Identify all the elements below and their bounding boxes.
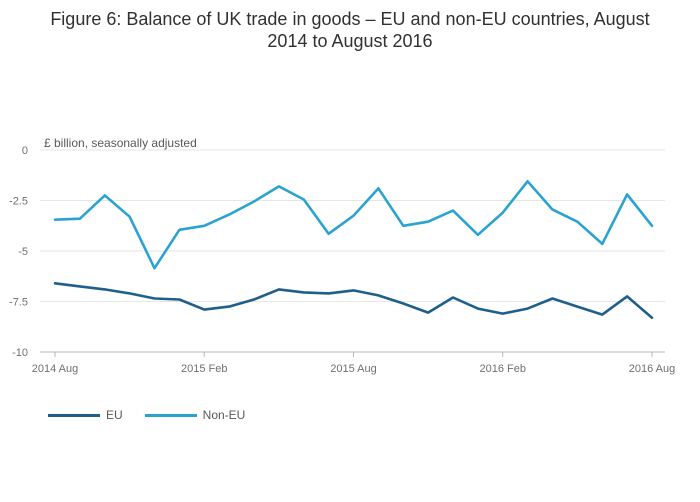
legend-item-eu[interactable]: EU [48,408,123,422]
y-tick-label: -10 [12,347,28,359]
x-tick-label: 2016 Aug [629,363,676,375]
legend-swatch-non-eu [144,413,197,417]
chart-title-line-2: 2014 to August 2016 [267,31,433,51]
legend-item-non-eu[interactable]: Non-EU [144,408,246,422]
x-tick-label: 2014 Aug [32,363,79,375]
axes: 0 -2.5 -5 -7.5 -10 2014 Aug 2015 Feb 2015 Aug 20… [9,145,675,375]
series-lines [53,180,654,319]
x-tick-label: 2015 Aug [330,363,377,375]
y-tick-label: 0 [22,145,28,157]
chart-title-line-1: Figure 6: Balance of UK trade in goods –… [50,9,650,29]
legend: EU Non-EU [48,408,245,422]
series-line-eu[interactable] [53,282,654,319]
y-tick-label: -5 [18,246,28,258]
x-tick-label: 2016 Feb [480,363,526,375]
y-tick-label: -7.5 [9,297,28,309]
chart-title: Figure 6: Balance of UK trade in goods –… [0,8,700,52]
legend-label-eu: EU [106,408,123,422]
series-line-non-eu[interactable] [53,180,654,270]
x-tick-label: 2015 Feb [181,363,227,375]
units-label: £ billion, seasonally adjusted [44,136,197,150]
y-tick-label: -2.5 [9,196,28,208]
gridlines [40,149,665,353]
legend-swatch-eu [48,413,100,417]
legend-label-non-eu: Non-EU [202,408,246,422]
